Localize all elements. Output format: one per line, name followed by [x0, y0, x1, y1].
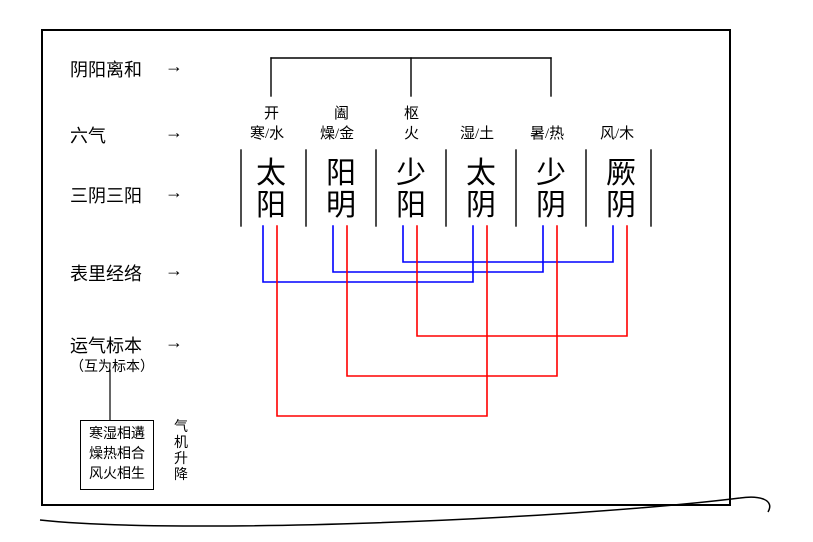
- bracket-label-2: 枢: [404, 102, 419, 123]
- corner-box: 寒湿相遘 燥热相合 风火相生: [80, 420, 154, 490]
- bigcell-5: 厥阴: [591, 158, 651, 222]
- corner-line-1: 燥热相合: [89, 445, 145, 465]
- liuqi-5: 风/木: [600, 122, 634, 143]
- arrow-yunqi: →: [165, 332, 183, 353]
- diagram-stage: 阴阳离和 → 六气 → 三阴三阳 → 表里经络 → 运气标本 → （互为标本） …: [0, 0, 813, 542]
- liuqi-0: 寒/水: [250, 122, 284, 143]
- liuqi-2: 火: [404, 122, 419, 143]
- row-label-yunqi-sub: （互为标本）: [70, 356, 154, 376]
- arrow-yinyang: →: [165, 56, 183, 77]
- arrow-sanysany: →: [165, 182, 183, 203]
- liuqi-4: 暑/热: [530, 122, 564, 143]
- arrow-biaoli: →: [165, 260, 183, 281]
- corner-line-0: 寒湿相遘: [89, 425, 145, 445]
- corner-line-2: 风火相生: [89, 465, 145, 485]
- row-label-yunqi: 运气标本: [70, 332, 142, 358]
- liuqi-3: 湿/土: [460, 122, 494, 143]
- arrow-liuqi: →: [165, 122, 183, 143]
- bigcell-2: 少阳: [381, 158, 441, 222]
- side-vertical-text: 气机升降: [174, 420, 188, 484]
- bracket-label-0: 开: [264, 102, 279, 123]
- row-label-biaoli: 表里经络: [70, 260, 142, 286]
- bigcell-0: 太阳: [241, 158, 301, 222]
- row-label-sanysany: 三阴三阳: [70, 182, 142, 208]
- row-label-liuqi: 六气: [70, 122, 106, 148]
- bracket-label-1: 阖: [334, 102, 349, 123]
- bigcell-4: 少阴: [521, 158, 581, 222]
- row-label-yinyang: 阴阳离和: [70, 56, 142, 82]
- bigcell-3: 太阴: [451, 158, 511, 222]
- liuqi-1: 燥/金: [320, 122, 354, 143]
- bigcell-1: 阳明: [311, 158, 371, 222]
